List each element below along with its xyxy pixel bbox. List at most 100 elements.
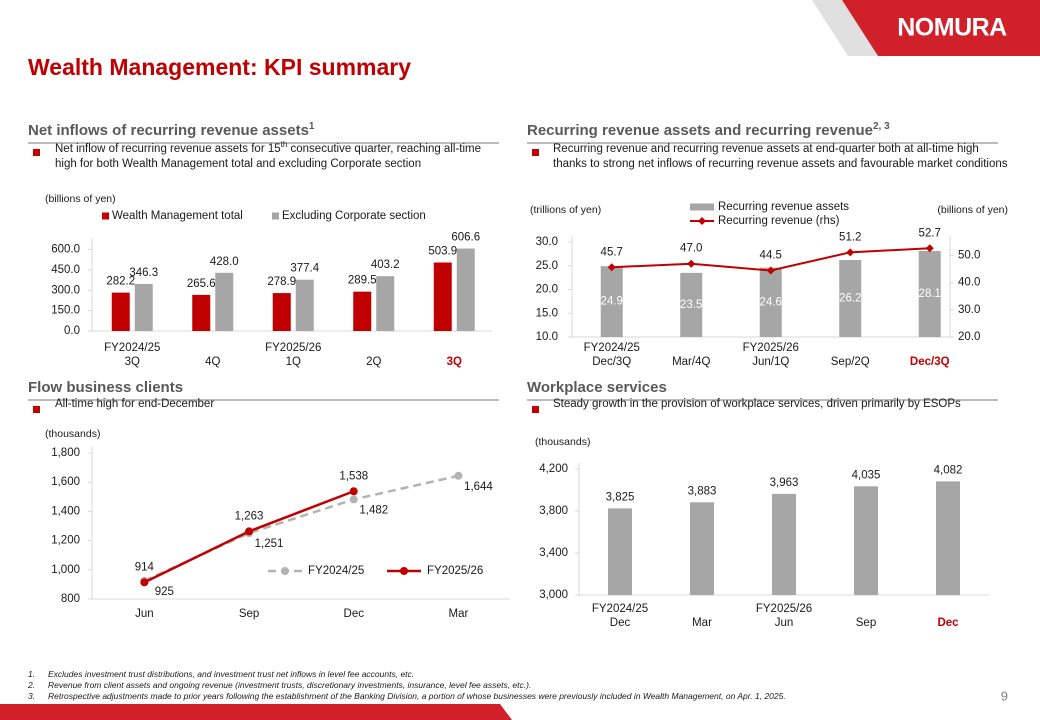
value-label: 289.5 bbox=[348, 275, 377, 287]
x-tick-label: 4Q bbox=[205, 356, 220, 368]
value-label: 24.6 bbox=[760, 296, 782, 308]
value-label: 4,082 bbox=[934, 464, 963, 476]
value-label: 282.2 bbox=[106, 276, 135, 288]
bar bbox=[918, 251, 941, 337]
footnote-marker: 3. bbox=[28, 691, 36, 701]
period-label: FY2024/25 bbox=[104, 342, 160, 354]
footnote-marker: 2. bbox=[28, 680, 36, 690]
footnote: 3. Retrospective adjustments made to prio… bbox=[28, 691, 786, 702]
value-label: 925 bbox=[155, 586, 174, 598]
y2-tick-label: 50.0 bbox=[958, 250, 980, 262]
bar bbox=[111, 292, 130, 331]
period-label: FY2025/26 bbox=[743, 342, 799, 354]
y-tick-label: 800 bbox=[61, 593, 80, 605]
bar bbox=[600, 266, 623, 337]
bar bbox=[215, 272, 234, 331]
period-label: FY2025/26 bbox=[265, 342, 321, 354]
x-tick-label: Sep/2Q bbox=[831, 356, 870, 368]
unit-label: (billions of yen) bbox=[937, 204, 1008, 216]
y-tick-label: 3,400 bbox=[539, 547, 568, 559]
bar bbox=[456, 248, 475, 331]
bar bbox=[839, 260, 862, 337]
x-tick-label: Dec bbox=[937, 617, 959, 629]
y-tick-label: 3,000 bbox=[539, 589, 568, 601]
value-label: 1,482 bbox=[359, 504, 388, 516]
x-tick-label: Dec/3Q bbox=[910, 356, 950, 368]
value-label: 28.1 bbox=[919, 288, 941, 300]
x-tick-label: Jun bbox=[775, 617, 794, 629]
footer-band bbox=[0, 704, 512, 720]
line-marker bbox=[925, 244, 934, 253]
value-label: 45.7 bbox=[601, 246, 623, 258]
bar bbox=[854, 486, 878, 595]
section-title: Workplace services bbox=[527, 379, 667, 396]
bar bbox=[759, 267, 782, 337]
value-label: 24.9 bbox=[601, 296, 623, 308]
bar bbox=[608, 508, 632, 595]
logo: NOMURA bbox=[897, 14, 1007, 42]
y-tick-label: 15.0 bbox=[536, 307, 558, 319]
value-label: 1,644 bbox=[464, 481, 493, 493]
y-tick-label: 1,200 bbox=[51, 535, 80, 547]
bar bbox=[353, 291, 372, 331]
y-tick-label: 150.0 bbox=[51, 305, 80, 317]
value-label: 346.3 bbox=[129, 267, 158, 279]
bar bbox=[690, 502, 714, 595]
legend-swatch bbox=[272, 212, 279, 220]
legend-label: Recurring revenue (rhs) bbox=[718, 215, 840, 227]
x-tick-label: Jun bbox=[135, 608, 154, 620]
footnote: 2. Revenue from client assets and ongoing… bbox=[28, 680, 531, 691]
bullet-text: All-time high for end-December bbox=[55, 398, 215, 410]
x-tick-label: Dec bbox=[344, 608, 365, 620]
slide-title: Wealth Management: KPI summary bbox=[28, 54, 411, 80]
x-tick-label: 3Q bbox=[125, 356, 140, 368]
section-title: Flow business clients bbox=[28, 379, 183, 396]
legend-swatch-marker bbox=[400, 567, 408, 575]
bullet-marker bbox=[33, 149, 40, 156]
bullet-text: Recurring revenue and recurring revenue … bbox=[553, 143, 1008, 170]
value-label: 1,263 bbox=[235, 510, 264, 522]
y-tick-label: 0.0 bbox=[64, 325, 80, 337]
line-marker bbox=[349, 495, 358, 504]
line-marker bbox=[245, 527, 254, 536]
y-tick-label: 450.0 bbox=[51, 264, 80, 276]
y2-tick-label: 20.0 bbox=[958, 331, 980, 343]
line-marker bbox=[846, 248, 855, 257]
value-label: 503.9 bbox=[428, 246, 457, 258]
y-tick-label: 1,600 bbox=[51, 476, 80, 488]
value-label: 428.0 bbox=[210, 256, 239, 268]
value-label: 4,035 bbox=[852, 469, 881, 481]
value-label: 3,883 bbox=[688, 485, 717, 497]
section-title: Net inflows of recurring revenue assets1 bbox=[28, 121, 315, 139]
value-label: 44.5 bbox=[760, 250, 782, 262]
line-marker bbox=[140, 578, 149, 587]
bullet-part: th bbox=[280, 140, 288, 150]
line-marker bbox=[687, 259, 696, 268]
bullet-text: Steady growth in the provision of workpl… bbox=[553, 398, 961, 410]
line-marker bbox=[349, 487, 358, 496]
value-label: 403.2 bbox=[371, 259, 400, 271]
legend-label: Wealth Management total bbox=[112, 210, 243, 222]
x-tick-label: Sep bbox=[239, 608, 259, 620]
line-marker bbox=[454, 471, 463, 480]
y-tick-label: 4,200 bbox=[539, 463, 568, 475]
period-label: FY2024/25 bbox=[584, 342, 640, 354]
value-label: 3,825 bbox=[606, 491, 635, 503]
bar bbox=[192, 294, 211, 331]
line-marker bbox=[766, 266, 775, 275]
x-tick-label: Dec bbox=[610, 617, 631, 629]
unit-label: (trillions of yen) bbox=[530, 204, 601, 216]
value-label: 278.9 bbox=[267, 276, 296, 288]
y-tick-label: 1,000 bbox=[51, 564, 80, 576]
line bbox=[143, 474, 459, 582]
y-tick-label: 20.0 bbox=[536, 284, 558, 296]
footnote-text: Revenue from client assets and ongoing r… bbox=[48, 680, 532, 690]
legend-label: Excluding Corporate section bbox=[282, 210, 426, 222]
x-tick-label: Sep bbox=[856, 617, 876, 629]
legend-swatch-marker bbox=[281, 567, 289, 575]
x-tick-label: Mar/4Q bbox=[672, 356, 710, 368]
line-marker bbox=[607, 263, 616, 272]
bar bbox=[772, 493, 796, 595]
page-number: 9 bbox=[1001, 688, 1008, 703]
value-label: 914 bbox=[135, 561, 155, 573]
